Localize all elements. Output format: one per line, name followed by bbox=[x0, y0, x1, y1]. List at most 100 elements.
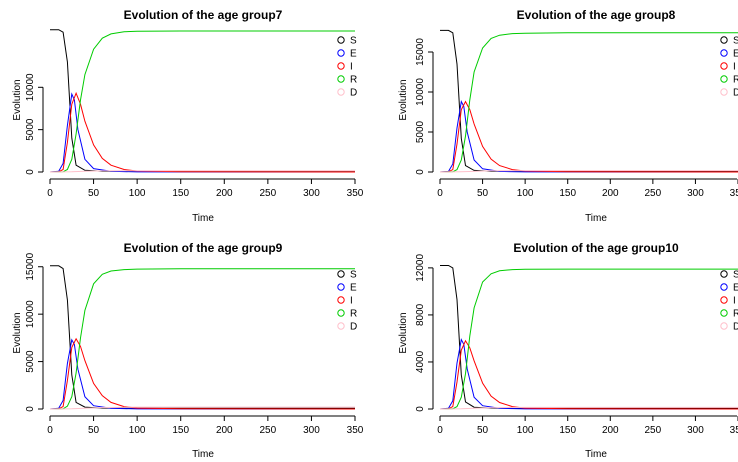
x-tick-label: 100 bbox=[129, 425, 146, 436]
series-line-d bbox=[439, 406, 738, 410]
x-tick-label: 50 bbox=[477, 425, 489, 436]
x-tick-label: 100 bbox=[129, 188, 146, 199]
chart-title: Evolution of the age group7 bbox=[124, 8, 283, 22]
series-line-e bbox=[49, 338, 356, 410]
legend-label-e: E bbox=[350, 49, 357, 60]
legend-marker-d bbox=[720, 88, 728, 96]
legend-marker-r bbox=[720, 75, 728, 83]
x-tick-label: 0 bbox=[437, 425, 443, 436]
y-tick-label: 15000 bbox=[25, 252, 36, 280]
legend-label-i: I bbox=[350, 296, 353, 307]
y-tick-label: 10000 bbox=[25, 73, 36, 101]
series-line-i bbox=[49, 91, 356, 173]
legend-label-d: D bbox=[350, 322, 357, 333]
series-line-r bbox=[439, 32, 738, 173]
legend-marker-e bbox=[337, 49, 345, 57]
series-line-i bbox=[439, 339, 738, 410]
legend-marker-e bbox=[337, 283, 345, 291]
x-tick-label: 200 bbox=[602, 425, 619, 436]
chart-title: Evolution of the age group9 bbox=[124, 241, 283, 255]
y-axis-label: Evolution bbox=[12, 312, 23, 353]
legend-label-s: S bbox=[733, 270, 738, 281]
legend-label-d: D bbox=[733, 322, 738, 333]
x-tick-label: 250 bbox=[645, 425, 662, 436]
y-tick-label: 5000 bbox=[25, 118, 36, 141]
legend-marker-d bbox=[337, 88, 345, 96]
legend-marker-s bbox=[720, 36, 728, 44]
legend-label-i: I bbox=[733, 296, 736, 307]
chart-panel-group7: Evolution of the age group7 Time Evoluti… bbox=[12, 8, 364, 224]
legend-label-i: I bbox=[350, 62, 353, 73]
y-tick-label: 4000 bbox=[415, 350, 426, 373]
legend-marker-e bbox=[720, 49, 728, 57]
x-tick-label: 350 bbox=[347, 425, 364, 436]
series-line-e bbox=[439, 100, 738, 173]
y-tick-label: 8000 bbox=[415, 303, 426, 326]
legend-label-r: R bbox=[733, 309, 738, 320]
y-axis-label: Evolution bbox=[12, 79, 23, 120]
y-tick-label: 0 bbox=[25, 169, 36, 175]
x-tick-label: 50 bbox=[477, 188, 489, 199]
legend-label-r: R bbox=[350, 309, 357, 320]
chart-title: Evolution of the age group10 bbox=[513, 241, 679, 255]
chart-panel-group9: Evolution of the age group9 Time Evoluti… bbox=[12, 241, 364, 460]
series-line-d bbox=[49, 406, 355, 410]
y-axis-label: Evolution bbox=[398, 312, 409, 353]
y-tick-label: 12000 bbox=[415, 254, 426, 282]
legend-marker-r bbox=[337, 309, 345, 317]
legend-marker-r bbox=[337, 75, 345, 83]
legend-marker-s bbox=[720, 270, 728, 278]
series-line-e bbox=[49, 92, 356, 173]
legend-label-e: E bbox=[733, 283, 738, 294]
x-tick-label: 150 bbox=[172, 425, 189, 436]
x-axis-label: Time bbox=[192, 449, 214, 460]
series-line-d bbox=[439, 170, 738, 173]
x-tick-label: 300 bbox=[303, 425, 320, 436]
x-tick-label: 250 bbox=[645, 188, 662, 199]
x-tick-label: 350 bbox=[730, 425, 738, 436]
chart-panel-group8: Evolution of the age group8 Time Evoluti… bbox=[398, 8, 738, 224]
x-tick-label: 150 bbox=[559, 425, 576, 436]
x-tick-label: 350 bbox=[730, 188, 738, 199]
chart-panel-group10: Evolution of the age group10 Time Evolut… bbox=[398, 241, 738, 460]
x-tick-label: 200 bbox=[602, 188, 619, 199]
series-line-r bbox=[49, 268, 355, 410]
legend-marker-d bbox=[337, 322, 345, 330]
legend-marker-i bbox=[337, 62, 345, 70]
legend-marker-i bbox=[720, 296, 728, 304]
series-line-r bbox=[49, 30, 355, 173]
legend-marker-s bbox=[337, 36, 345, 44]
x-axis-label: Time bbox=[192, 213, 214, 224]
legend-marker-e bbox=[720, 283, 728, 291]
x-tick-label: 100 bbox=[517, 425, 534, 436]
x-tick-label: 350 bbox=[347, 188, 364, 199]
y-axis-label: Evolution bbox=[398, 79, 409, 120]
y-tick-label: 5000 bbox=[415, 120, 426, 143]
legend-label-i: I bbox=[733, 62, 736, 73]
x-tick-label: 250 bbox=[260, 425, 277, 436]
x-tick-label: 100 bbox=[517, 188, 534, 199]
x-tick-label: 150 bbox=[172, 188, 189, 199]
x-tick-label: 0 bbox=[437, 188, 443, 199]
x-tick-label: 300 bbox=[303, 188, 320, 199]
legend-label-s: S bbox=[350, 36, 357, 47]
x-tick-label: 50 bbox=[88, 188, 100, 199]
x-tick-label: 50 bbox=[88, 425, 100, 436]
x-tick-label: 0 bbox=[47, 425, 53, 436]
y-tick-label: 0 bbox=[415, 169, 426, 175]
legend-label-e: E bbox=[350, 283, 357, 294]
chart-title: Evolution of the age group8 bbox=[517, 8, 676, 22]
legend-label-s: S bbox=[350, 270, 357, 281]
series-line-s bbox=[50, 29, 355, 172]
series-line-e bbox=[439, 338, 738, 410]
x-axis-label: Time bbox=[585, 449, 607, 460]
x-tick-label: 250 bbox=[260, 188, 277, 199]
legend-label-r: R bbox=[733, 75, 738, 86]
x-tick-label: 150 bbox=[559, 188, 576, 199]
legend-label-r: R bbox=[350, 75, 357, 86]
series-line-i bbox=[439, 100, 738, 173]
series-line-i bbox=[49, 337, 356, 410]
x-tick-label: 300 bbox=[687, 425, 704, 436]
legend-label-d: D bbox=[733, 88, 738, 99]
